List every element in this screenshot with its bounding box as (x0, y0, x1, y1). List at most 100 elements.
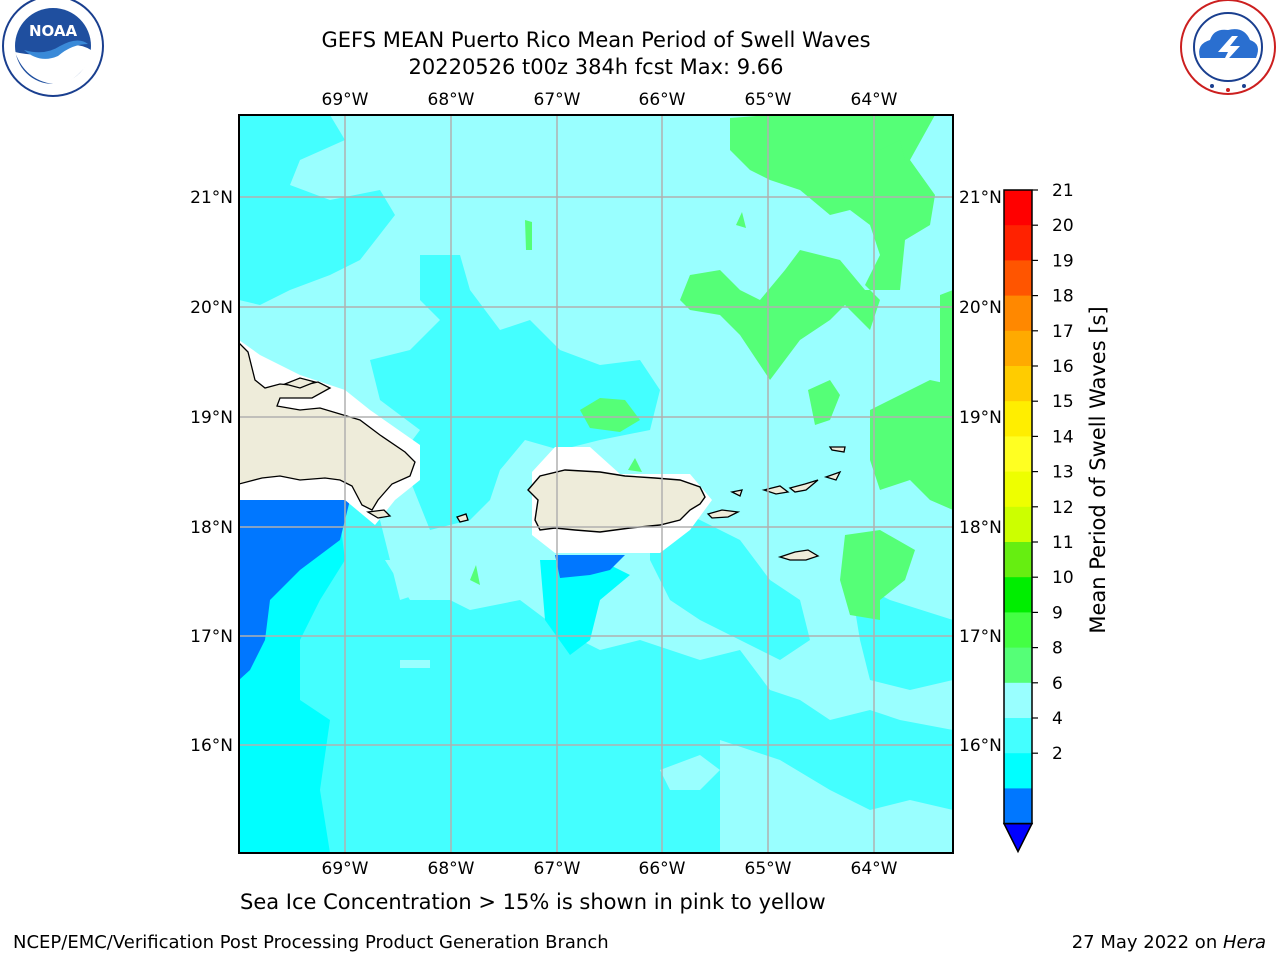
colorbar-tick-label: 16 (1052, 357, 1074, 377)
lon-label: 69°W (322, 90, 369, 110)
lat-label: 19°N (190, 408, 233, 428)
chart-title: GEFS MEAN Puerto Rico Mean Period of Swe… (321, 28, 871, 52)
colorbar-tick-label: 15 (1052, 392, 1074, 412)
colorbar-tick-label: 17 (1052, 322, 1074, 342)
colorbar-segment (1004, 436, 1032, 473)
noaa-logo-text: NOAA (29, 22, 78, 40)
band-8-9 (720, 740, 953, 853)
band-9-10 (580, 398, 640, 432)
band-6-8 (370, 255, 660, 530)
lat-label: 21°N (190, 188, 233, 208)
colorbar-segment (1004, 260, 1032, 297)
lat-labels-right: 21°N 20°N 19°N 18°N 17°N 16°N (959, 188, 1002, 756)
band-8-9 (385, 560, 480, 600)
lon-label: 66°W (639, 859, 686, 879)
band-9-10 (870, 380, 953, 510)
nws-logo (1180, 0, 1276, 95)
lat-label: 16°N (190, 736, 233, 756)
colorbar-tick-label: 21 (1052, 181, 1074, 201)
band-9-10 (628, 458, 642, 472)
lat-label: 20°N (959, 298, 1002, 318)
lat-label: 19°N (959, 408, 1002, 428)
virgin-islands (823, 470, 842, 481)
colorbar-segment (1004, 471, 1032, 508)
band-9-10 (470, 565, 480, 585)
lon-label: 64°W (851, 90, 898, 110)
virgin-islands (788, 479, 819, 493)
lat-labels-left: 21°N 20°N 19°N 18°N 17°N 16°N (190, 188, 233, 756)
lat-label: 18°N (190, 518, 233, 538)
band-9-10 (525, 220, 532, 250)
graticule (239, 115, 953, 853)
lat-label: 20°N (190, 298, 233, 318)
colorbar-tick-label: 11 (1052, 533, 1074, 553)
colorbar-label: Mean Period of Swell Waves [s] (1086, 306, 1110, 633)
band-9-10 (808, 380, 840, 425)
colorbar-segment (1004, 401, 1032, 437)
lat-label: 17°N (190, 627, 233, 647)
band-8-9 (400, 660, 430, 668)
band-4-6 (540, 560, 630, 655)
colorbar-extend-arrow (1002, 822, 1034, 854)
colorbar-segment (1004, 788, 1032, 825)
footer-date-text: 27 May 2022 on (1071, 932, 1223, 953)
virgin-islands (761, 485, 790, 495)
map-frame (238, 114, 954, 854)
anegada-island (828, 446, 846, 453)
band-9-10 (880, 140, 905, 170)
colorbar-segment (1004, 330, 1032, 367)
colorbar-segment (1004, 225, 1032, 261)
noaa-logo: NOAA (2, 0, 104, 97)
colorbar-segment (1004, 577, 1032, 613)
band-6-8 (239, 115, 395, 305)
lon-label: 65°W (745, 90, 792, 110)
mona-island (456, 513, 469, 523)
colorbar-segment (1004, 647, 1032, 684)
st-croix-island (777, 549, 820, 561)
hispaniola-islet (366, 509, 392, 519)
band-9-10 (680, 115, 935, 380)
band-8-9 (660, 755, 720, 790)
colorbar-segment (1004, 682, 1032, 719)
footer-date: 27 May 2022 on Hera (1072, 932, 1266, 953)
chart-subtitle: 20220526 t00z 384h fcst Max: 9.66 (408, 55, 784, 79)
colorbar-tick-label: 10 (1052, 568, 1074, 588)
colorbar-tick-label: 13 (1052, 463, 1074, 483)
colorbar-tick-label: 14 (1052, 427, 1074, 447)
lon-label: 69°W (322, 859, 369, 879)
lon-label: 68°W (428, 90, 475, 110)
map-area (239, 115, 953, 853)
lat-label: 21°N (959, 188, 1002, 208)
colorbar: 21 20 19 18 17 16 15 14 13 12 11 10 9 8 6 4 2 (1002, 181, 1074, 854)
footer-credit: NCEP/EMC/Verification Post Processing Pr… (13, 932, 609, 953)
colorbar-tick-label: 12 (1052, 498, 1074, 518)
lon-label: 65°W (745, 859, 792, 879)
vieques-island (706, 509, 741, 519)
band-6-8 (650, 500, 810, 660)
lat-label: 18°N (959, 518, 1002, 538)
footer-machine: Hera (1222, 932, 1266, 953)
colorbar-segment (1004, 295, 1032, 332)
band-9-10 (736, 212, 746, 228)
lon-label: 64°W (851, 859, 898, 879)
band-9-10 (840, 530, 915, 620)
colorbar-tick-label: 2 (1052, 744, 1063, 764)
colorbar-tick-label: 18 (1052, 287, 1074, 307)
colorbar-segment (1004, 366, 1032, 402)
colorbar-tick-label: 9 (1052, 603, 1063, 623)
colorbar-tick-label: 6 (1052, 674, 1063, 694)
lat-label: 16°N (959, 736, 1002, 756)
colorbar-segment (1004, 506, 1032, 543)
colorbar-tick-label: 19 (1052, 251, 1074, 271)
colorbar-tick-label: 20 (1052, 216, 1074, 236)
lon-label: 68°W (428, 859, 475, 879)
lon-label: 67°W (534, 859, 581, 879)
colorbar-tick-label: 8 (1052, 639, 1063, 659)
lat-label: 17°N (959, 627, 1002, 647)
lon-label: 67°W (534, 90, 581, 110)
colorbar-segment (1004, 612, 1032, 649)
lon-label: 66°W (639, 90, 686, 110)
lon-labels-top: 69°W 68°W 67°W 66°W 65°W 64°W (322, 90, 898, 110)
puerto-rico-land (527, 469, 706, 533)
